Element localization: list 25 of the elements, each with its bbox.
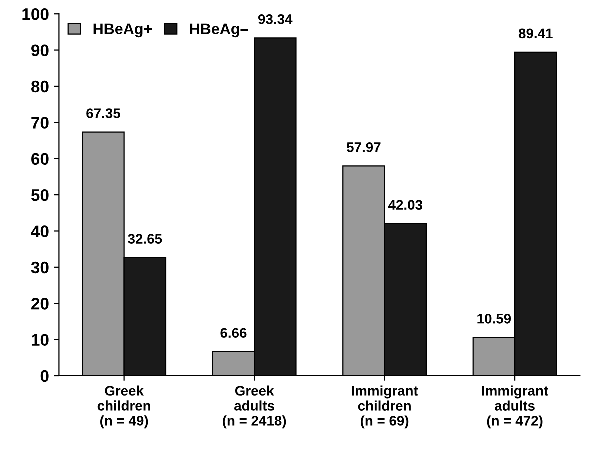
- data-label: 6.66: [220, 328, 247, 338]
- y-tick-label: 80: [31, 80, 49, 93]
- data-label: 10.59: [478, 314, 512, 324]
- y-tick-label: 70: [32, 117, 49, 129]
- data-label: 57.97: [347, 142, 381, 152]
- x-tick-label: Greek children (n = 49): [98, 386, 150, 429]
- data-label: 93.34: [258, 14, 293, 24]
- y-tick-label: 100: [22, 8, 49, 20]
- y-tick-label: 60: [32, 153, 49, 166]
- y-tick-label: 40: [31, 226, 49, 238]
- data-label: 89.41: [518, 28, 553, 39]
- legend-label: HBeAg–: [190, 24, 248, 38]
- x-tick-label: Immigrant adults (n = 472): [482, 386, 548, 429]
- x-tick-label: Greek adults (n = 2418): [223, 386, 286, 429]
- data-label: 67.35: [86, 108, 120, 118]
- y-tick-label: 50: [31, 189, 49, 202]
- y-tick-label: 0: [40, 370, 49, 382]
- data-label: 42.03: [388, 200, 423, 210]
- y-tick-label: 20: [32, 298, 49, 310]
- legend-label: HBeAg+: [94, 24, 152, 38]
- y-tick-label: 90: [32, 44, 49, 56]
- y-tick-label: 30: [31, 262, 49, 274]
- y-tick-label: 10: [32, 334, 49, 346]
- x-tick-label: Immigrant children (n = 69): [352, 386, 418, 429]
- data-label: 32.65: [128, 234, 162, 244]
